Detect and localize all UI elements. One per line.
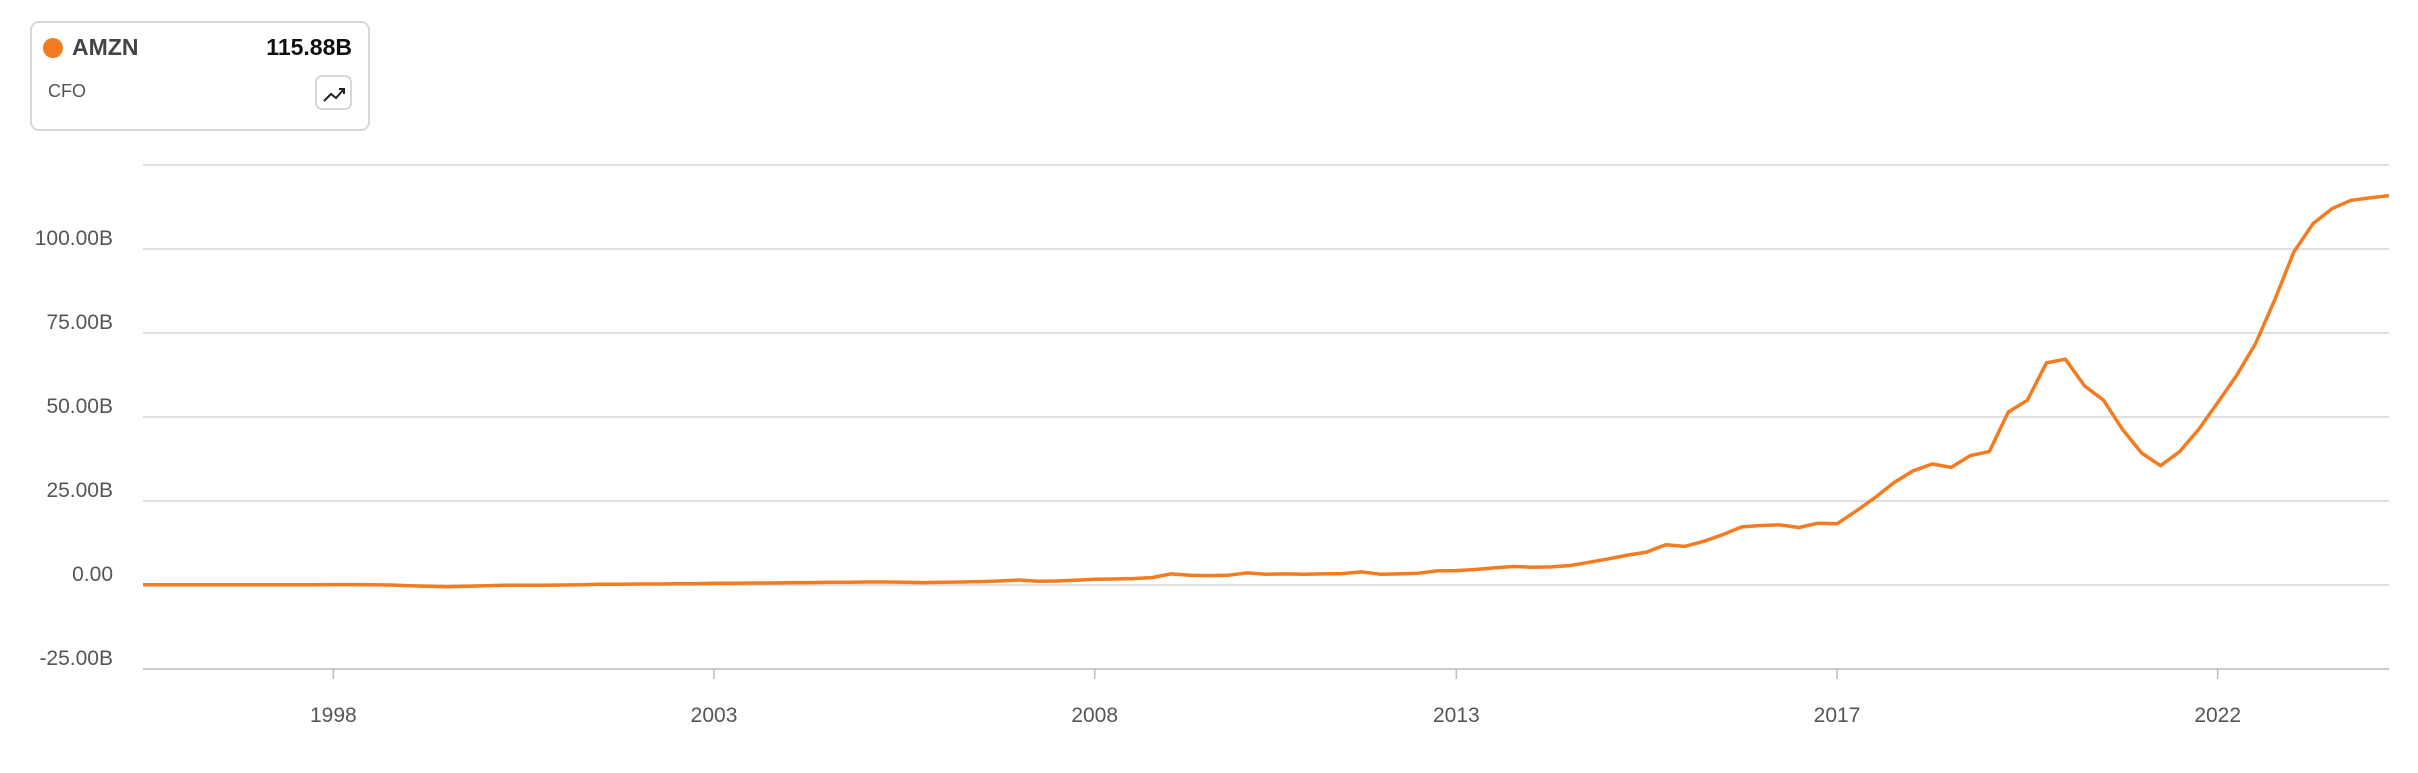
x-tick-label: 2013 [1433,704,1480,727]
trend-icon [323,88,345,102]
x-tick-label: 1998 [310,704,357,727]
y-tick-label: -25.00B [39,647,113,670]
y-tick-label: 25.00B [46,479,113,502]
x-tick-label: 2008 [1071,704,1118,727]
legend-dot [43,38,63,58]
y-tick-label: 75.00B [46,311,113,334]
legend-ticker: AMZN [72,34,138,60]
x-tick-label: 2003 [691,704,738,727]
y-tick-label: 100.00B [35,227,113,250]
chart-type-button[interactable] [315,75,352,110]
legend-value: 115.88B [266,34,352,60]
legend-card [30,21,370,131]
data-line [143,193,2390,589]
x-tick-label: 2017 [1814,704,1861,727]
y-tick-label: 50.00B [46,395,113,418]
y-tick-label: 0.00 [72,563,113,586]
x-tick-label: 2022 [2194,704,2241,727]
legend-metric: CFO [48,81,86,101]
